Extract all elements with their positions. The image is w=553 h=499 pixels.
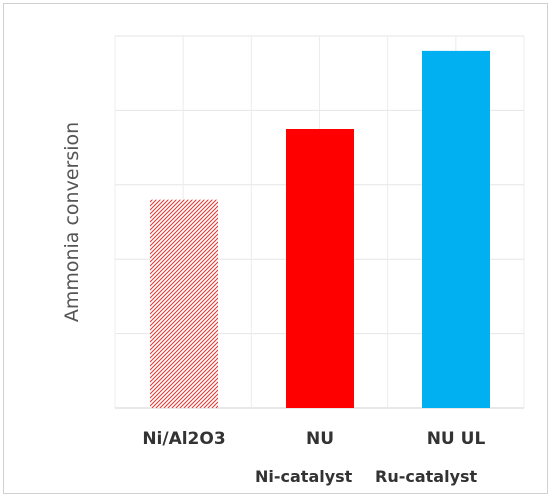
bar-chart: Ni/Al2O3 NU NU UL Ammonia conversion Ni-ca…: [61, 35, 525, 486]
group-label-ru-catalyst: Ru-catalyst: [375, 467, 478, 486]
x-tick-label: NU: [306, 429, 334, 449]
bar-ni-al2o3: [150, 199, 218, 408]
x-tick-label: Ni/Al2O3: [142, 429, 225, 449]
x-tick-label: NU UL: [427, 429, 486, 449]
x-tick-labels: Ni/Al2O3 NU NU UL: [142, 429, 485, 449]
group-label-ni-catalyst: Ni-catalyst: [255, 467, 353, 486]
y-axis-title: Ammonia conversion: [61, 122, 83, 322]
chart-frame: Ni/Al2O3 NU NU UL Ammonia conversion Ni-ca…: [3, 3, 548, 494]
bar-nu-ul: [422, 50, 490, 408]
bars: [150, 50, 490, 408]
bar-nu: [286, 129, 354, 408]
